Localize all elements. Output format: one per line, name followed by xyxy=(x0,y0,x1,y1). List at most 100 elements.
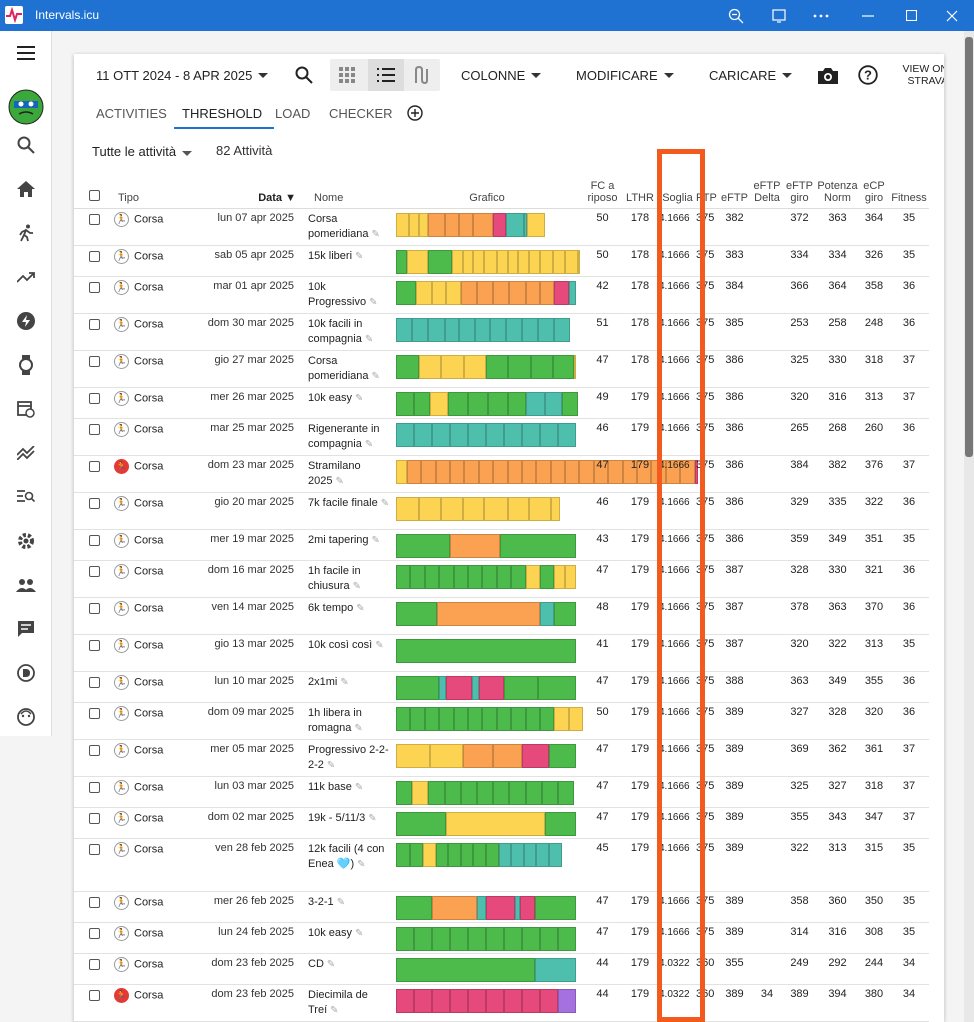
activity-name-label[interactable]: 6k tempo xyxy=(308,601,354,614)
tab-threshold[interactable]: THRESHOLD xyxy=(173,106,275,129)
row-checkbox[interactable] xyxy=(74,922,114,954)
tab-load[interactable]: LOAD xyxy=(275,106,311,121)
table-row[interactable]: 🏃 Corsa sab 05 apr 2025 15k liberi ✎ 50 178 4.1… xyxy=(74,245,929,277)
edit-icon[interactable]: ✎ xyxy=(364,438,374,450)
people-icon[interactable] xyxy=(10,569,42,601)
table-row[interactable]: 🏃 Corsa mer 26 feb 2025 3-2-1 ✎ 47 179 4.1666 37… xyxy=(74,891,929,923)
activity-name-label[interactable]: 12k facili (4 con Enea 🩵) xyxy=(308,842,385,870)
activity-name[interactable]: 10k così così ✎ xyxy=(308,634,390,672)
activity-name[interactable]: 1h facile in chiusura ✎ xyxy=(308,560,390,598)
select-all-checkbox[interactable] xyxy=(74,174,114,209)
activity-name-label[interactable]: 10k easy xyxy=(308,391,353,404)
col-eftp-delta[interactable]: eFTP Delta xyxy=(751,174,783,209)
row-checkbox[interactable] xyxy=(74,387,114,419)
activity-name[interactable]: 6k tempo ✎ xyxy=(308,597,390,635)
table-row[interactable]: 🏃 Corsa dom 23 feb 2025 Diecimila de Treí ✎ 4… xyxy=(74,984,929,1022)
route-view-button[interactable] xyxy=(413,54,429,96)
zoom-icon[interactable] xyxy=(714,0,758,31)
grid-view-button[interactable] xyxy=(339,54,355,96)
row-checkbox[interactable] xyxy=(74,597,114,635)
table-row[interactable]: 🏃 Corsa gio 20 mar 2025 7k facile finale ✎ 46… xyxy=(74,492,929,530)
activity-name-label[interactable]: 1h facile in chiusura xyxy=(308,564,361,592)
row-checkbox[interactable] xyxy=(74,953,114,985)
activity-name[interactable]: 7k facile finale ✎ xyxy=(308,492,390,530)
table-row[interactable]: 🏃 Corsa dom 09 mar 2025 1h libera in romagn… xyxy=(74,702,929,740)
activity-name[interactable]: 10k easy ✎ xyxy=(308,922,390,954)
chat-icon[interactable] xyxy=(10,613,42,645)
settings-icon[interactable] xyxy=(10,525,42,557)
edit-icon[interactable]: ✎ xyxy=(371,534,380,546)
activity-name-label[interactable]: 10k easy xyxy=(308,926,353,939)
row-checkbox[interactable] xyxy=(74,560,114,598)
row-checkbox[interactable] xyxy=(74,891,114,923)
col-eftp-giro[interactable]: eFTP giro xyxy=(783,174,816,209)
edit-icon[interactable]: ✎ xyxy=(355,250,364,262)
modify-button[interactable]: MODIFICARE xyxy=(576,54,674,96)
activity-name[interactable]: Diecimila de Treí ✎ xyxy=(308,984,390,1022)
date-range-select[interactable]: 11 OTT 2024 - 8 APR 2025 xyxy=(96,54,269,96)
edit-icon[interactable]: ✎ xyxy=(356,602,365,614)
table-row[interactable]: 🏃 Corsa gio 27 mar 2025 Corsa pomeridiana ✎ 4… xyxy=(74,350,929,388)
activity-name-label[interactable]: 1h libera in romagna xyxy=(308,706,362,734)
col-eftp[interactable]: eFTP xyxy=(718,174,751,209)
edit-icon[interactable]: ✎ xyxy=(326,759,336,771)
col-lthr[interactable]: LTHR xyxy=(621,174,659,209)
row-checkbox[interactable] xyxy=(74,984,114,1022)
columns-button[interactable]: COLONNE xyxy=(461,54,542,96)
edit-icon[interactable]: ✎ xyxy=(375,639,384,651)
table-row[interactable]: 🏃 Corsa lun 07 apr 2025 Corsa pomeridiana ✎ 5… xyxy=(74,208,929,246)
activity-name-label[interactable]: 10k facili in compagnia xyxy=(308,317,363,345)
table-row[interactable]: 🏃 Corsa ven 14 mar 2025 6k tempo ✎ 48 179 4.166… xyxy=(74,597,929,635)
add-tab-button[interactable] xyxy=(407,105,423,124)
col-nome[interactable]: Nome xyxy=(308,174,390,209)
edit-icon[interactable]: ✎ xyxy=(369,296,378,308)
col-tipo[interactable]: Tipo xyxy=(114,174,182,209)
table-row[interactable]: 🏃 Corsa dom 23 mar 2025 Stramilano 2025 ✎ 47 1… xyxy=(74,455,929,493)
table-row[interactable]: 🏃 Corsa mar 01 apr 2025 10k Progressivo ✎ 42 1… xyxy=(74,276,929,314)
activity-filter-select[interactable]: Tutte le attività xyxy=(92,144,193,159)
camera-button[interactable] xyxy=(818,54,838,96)
menu-icon[interactable] xyxy=(10,37,42,69)
table-row[interactable]: 🏃 Corsa mer 05 mar 2025 Progressivo 2-2-2-2… xyxy=(74,739,929,777)
row-checkbox[interactable] xyxy=(74,350,114,388)
row-checkbox[interactable] xyxy=(74,671,114,703)
edit-icon[interactable]: ✎ xyxy=(335,475,344,487)
table-row[interactable]: 🏃 Corsa gio 13 mar 2025 10k così così ✎ 41 179… xyxy=(74,634,929,672)
col-soglia[interactable]: Soglia xyxy=(659,174,696,209)
edit-icon[interactable]: ✎ xyxy=(364,333,374,345)
activity-name-label[interactable]: 11k base xyxy=(308,780,352,793)
activity-name[interactable]: Progressivo 2-2-2-2 ✎ xyxy=(308,739,390,777)
row-checkbox[interactable] xyxy=(74,529,114,561)
tab-activities[interactable]: ACTIVITIES xyxy=(96,106,167,121)
scrollbar[interactable] xyxy=(964,31,974,1022)
activity-name-label[interactable]: Rigenerante in compagnia xyxy=(308,422,380,450)
activity-name[interactable]: 1h libera in romagna ✎ xyxy=(308,702,390,740)
table-row[interactable]: 🏃 Corsa ven 28 feb 2025 12k facili (4 con E… xyxy=(74,838,929,892)
activity-name[interactable]: 2x1mi ✎ xyxy=(308,671,390,703)
col-fitness[interactable]: Fitness xyxy=(889,174,929,209)
activity-name[interactable]: 3-2-1 ✎ xyxy=(308,891,390,923)
list-search-icon[interactable] xyxy=(10,481,42,513)
trend-icon[interactable] xyxy=(10,261,42,293)
activity-name-label[interactable]: Stramilano 2025 xyxy=(308,459,361,487)
activity-name[interactable]: Stramilano 2025 ✎ xyxy=(308,455,390,493)
activity-name[interactable]: 15k liberi ✎ xyxy=(308,245,390,277)
row-checkbox[interactable] xyxy=(74,492,114,530)
maximize-icon[interactable] xyxy=(889,0,933,31)
activity-name-label[interactable]: CD xyxy=(308,957,324,970)
row-checkbox[interactable] xyxy=(74,455,114,493)
edit-icon[interactable]: ✎ xyxy=(368,812,377,824)
row-checkbox[interactable] xyxy=(74,313,114,351)
activity-name-label[interactable]: 19k - 5/11/3 xyxy=(308,811,366,824)
activity-name[interactable]: 11k base ✎ xyxy=(308,776,390,808)
tab-checker[interactable]: CHECKER xyxy=(329,106,393,121)
row-checkbox[interactable] xyxy=(74,838,114,892)
activity-name-label[interactable]: 7k facile finale xyxy=(308,496,378,509)
activity-name[interactable]: Corsa pomeridiana ✎ xyxy=(308,350,390,388)
edit-icon[interactable]: ✎ xyxy=(371,370,380,382)
row-checkbox[interactable] xyxy=(74,702,114,740)
col-ftp[interactable]: FTP xyxy=(696,174,718,209)
table-row[interactable]: 🏃 Corsa mar 25 mar 2025 Rigenerante in comp… xyxy=(74,418,929,456)
calendar-clock-icon[interactable] xyxy=(10,393,42,425)
row-checkbox[interactable] xyxy=(74,418,114,456)
